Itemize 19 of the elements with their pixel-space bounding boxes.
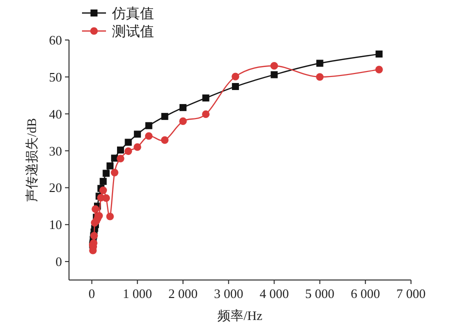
- y-tick-label: 20: [49, 180, 62, 196]
- y-tick-label: 40: [49, 106, 62, 122]
- y-tick-label: 10: [49, 217, 62, 232]
- x-tick-label: 2 000: [168, 286, 198, 301]
- y-tick-label: 30: [49, 143, 62, 158]
- y-tick-label: 0: [56, 254, 62, 270]
- x-tick-label: 3 000: [214, 286, 244, 301]
- x-tick-label: 7 000: [396, 286, 426, 301]
- x-tick-label: 1 000: [122, 286, 152, 301]
- legend-label: 测试值: [112, 24, 154, 40]
- x-tick-label: 4 000: [260, 286, 289, 301]
- x-axis-title: 频率/Hz: [218, 308, 263, 323]
- x-tick-label: 6 000: [350, 286, 380, 301]
- y-tick-label: 50: [49, 69, 62, 84]
- y-tick-label: 60: [49, 32, 62, 48]
- y-axis-title: 声传递损失/dB: [24, 118, 39, 202]
- legend-label: 仿真值: [111, 6, 154, 22]
- x-tick-label: 0: [88, 286, 96, 301]
- x-tick-label: 5 000: [305, 286, 334, 301]
